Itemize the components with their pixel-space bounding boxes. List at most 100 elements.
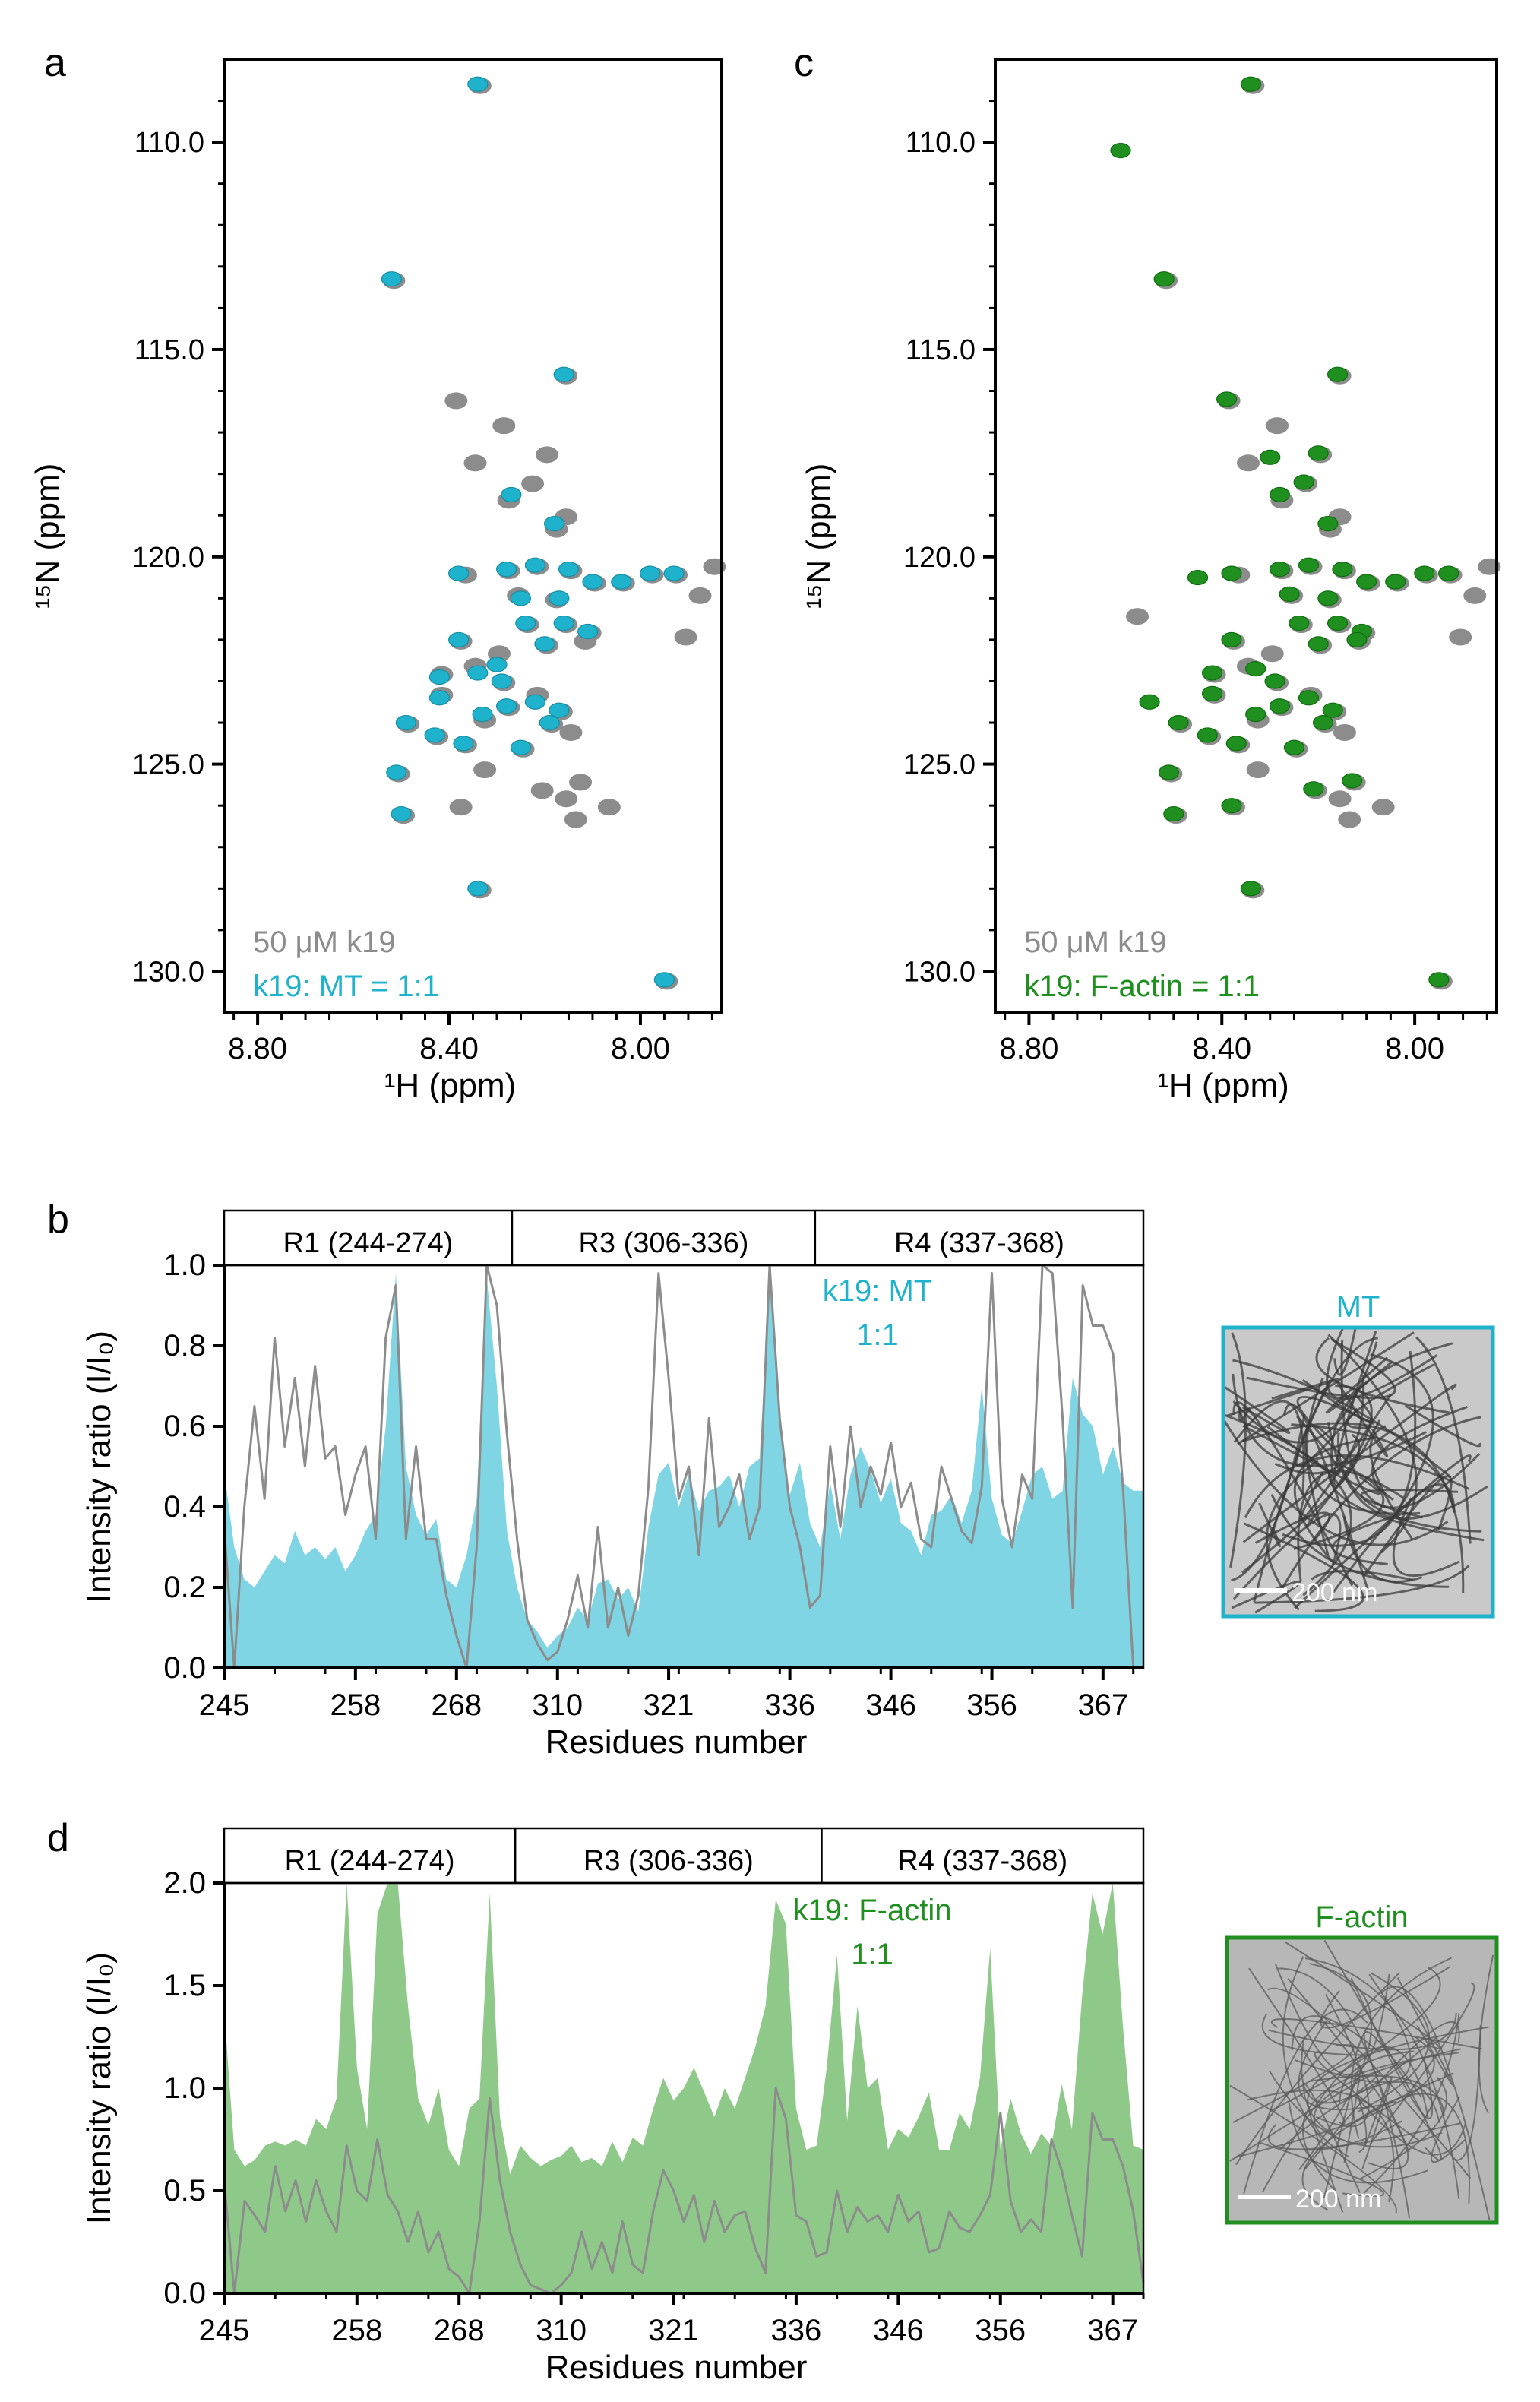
y-tick-label: 130.0 <box>132 956 204 988</box>
peak <box>495 562 517 578</box>
peak <box>449 799 473 816</box>
peak <box>1260 645 1284 663</box>
x-axis-label: ¹H (ppm) <box>384 1067 517 1104</box>
axes-frame <box>994 58 1498 1014</box>
peak <box>639 565 661 581</box>
peak <box>703 558 726 575</box>
filament <box>1314 2051 1421 2142</box>
filament <box>1284 1941 1440 2049</box>
peak <box>521 475 545 492</box>
peak <box>486 657 508 672</box>
filament <box>1258 1502 1281 1548</box>
x-tick-label: 346 <box>873 2314 924 2347</box>
peak <box>597 799 621 816</box>
peak <box>1289 615 1310 631</box>
filament <box>1274 1375 1365 1475</box>
peak <box>428 669 451 685</box>
x-tick-label: 245 <box>199 1688 250 1722</box>
series-complex <box>1110 76 1459 988</box>
filament <box>1237 1331 1415 1445</box>
peak <box>1246 761 1270 779</box>
filament <box>1242 1424 1381 1495</box>
filament <box>1350 1957 1452 2139</box>
series-line-reference <box>223 1264 1135 1669</box>
peak <box>428 690 451 706</box>
filament <box>1304 1385 1373 1528</box>
peak <box>1312 714 1334 731</box>
region-label: R4 (337-368) <box>897 1845 1067 1877</box>
peak <box>1269 698 1291 714</box>
peak <box>1322 702 1343 718</box>
y-tick-label: 0.0 <box>163 1651 206 1685</box>
peak <box>1245 661 1266 677</box>
filament <box>1232 2043 1355 2123</box>
filament <box>1287 1978 1409 2169</box>
region-label: R4 (337-368) <box>894 1227 1064 1259</box>
micrograph-inset: F-actin 200 nm <box>1225 1900 1499 2225</box>
y-tick-label: 115.0 <box>906 334 976 366</box>
peak <box>1225 736 1247 752</box>
peak <box>1197 727 1218 743</box>
peak <box>555 790 578 808</box>
peak <box>1168 714 1189 731</box>
peak <box>1201 665 1223 681</box>
peak <box>674 628 697 646</box>
x-tick-label: 8.00 <box>611 1032 670 1065</box>
peak <box>1356 574 1377 590</box>
y-tick-label: 125.0 <box>903 749 976 781</box>
annotation-line-1: k19: MT <box>823 1274 932 1308</box>
filament <box>1380 1986 1491 2220</box>
series-reference <box>382 77 726 990</box>
peak <box>467 881 489 897</box>
y-tick-label: 1.0 <box>163 1248 206 1282</box>
x-tick-label: 367 <box>1077 1688 1128 1722</box>
peak <box>539 714 560 731</box>
filament <box>1362 1475 1453 1578</box>
filament <box>1294 1454 1472 1609</box>
filament <box>1254 1565 1470 1604</box>
ratio-panel-b: b R1 (244-274) R3 (306-336) R4 (337-368) 0.0… <box>47 1198 1495 1761</box>
peak <box>553 615 574 631</box>
x-tick-label: 310 <box>536 2314 587 2347</box>
peak <box>395 714 416 731</box>
x-tick-label: 346 <box>865 1688 916 1722</box>
filament <box>1370 1353 1434 1518</box>
peak <box>473 761 497 779</box>
filament <box>1275 1964 1390 2076</box>
peak <box>1338 811 1361 828</box>
peak <box>1163 805 1184 822</box>
peak <box>1332 562 1353 578</box>
peak <box>524 694 545 710</box>
peak <box>1346 631 1368 648</box>
x-axis-label: ¹H (ppm) <box>1157 1067 1289 1104</box>
filament <box>1331 1513 1401 1565</box>
filament <box>1293 1461 1385 1550</box>
peak <box>391 805 412 822</box>
filament <box>1223 1419 1449 1546</box>
peak <box>1269 562 1291 578</box>
filament <box>1282 1403 1370 1593</box>
peak <box>1317 516 1339 532</box>
peak <box>510 739 532 755</box>
peak <box>1293 474 1314 490</box>
peak <box>448 565 470 581</box>
peak <box>663 565 685 581</box>
legend-reference: 50 μM k19 <box>1024 926 1167 959</box>
peak <box>1371 799 1395 816</box>
domain-banner: R1 (244-274) R3 (306-336) R4 (337-368) <box>223 1209 1145 1267</box>
filament <box>1254 1511 1331 1544</box>
filament <box>1297 1470 1404 1582</box>
filament <box>1288 2102 1428 2184</box>
annotation-line-1: k19: F-actin <box>793 1894 952 1927</box>
y-tick-label: 110.0 <box>134 127 204 159</box>
peak <box>1237 454 1260 472</box>
x-tick-label: 8.80 <box>999 1032 1058 1065</box>
x-tick-label: 8.80 <box>228 1032 287 1065</box>
filament <box>1232 1341 1378 1444</box>
x-tick-label: 8.00 <box>1385 1032 1444 1065</box>
annotation-line-2: 1:1 <box>851 1938 893 1971</box>
spectrum-panel-c: c 110.0 115.0 120.0 125.0 130.0 8.80 8.40 8.00 ¹H… <box>794 41 1501 1104</box>
y-tick-label: 0.8 <box>163 1329 206 1362</box>
annotation-line-2: 1:1 <box>856 1318 899 1352</box>
